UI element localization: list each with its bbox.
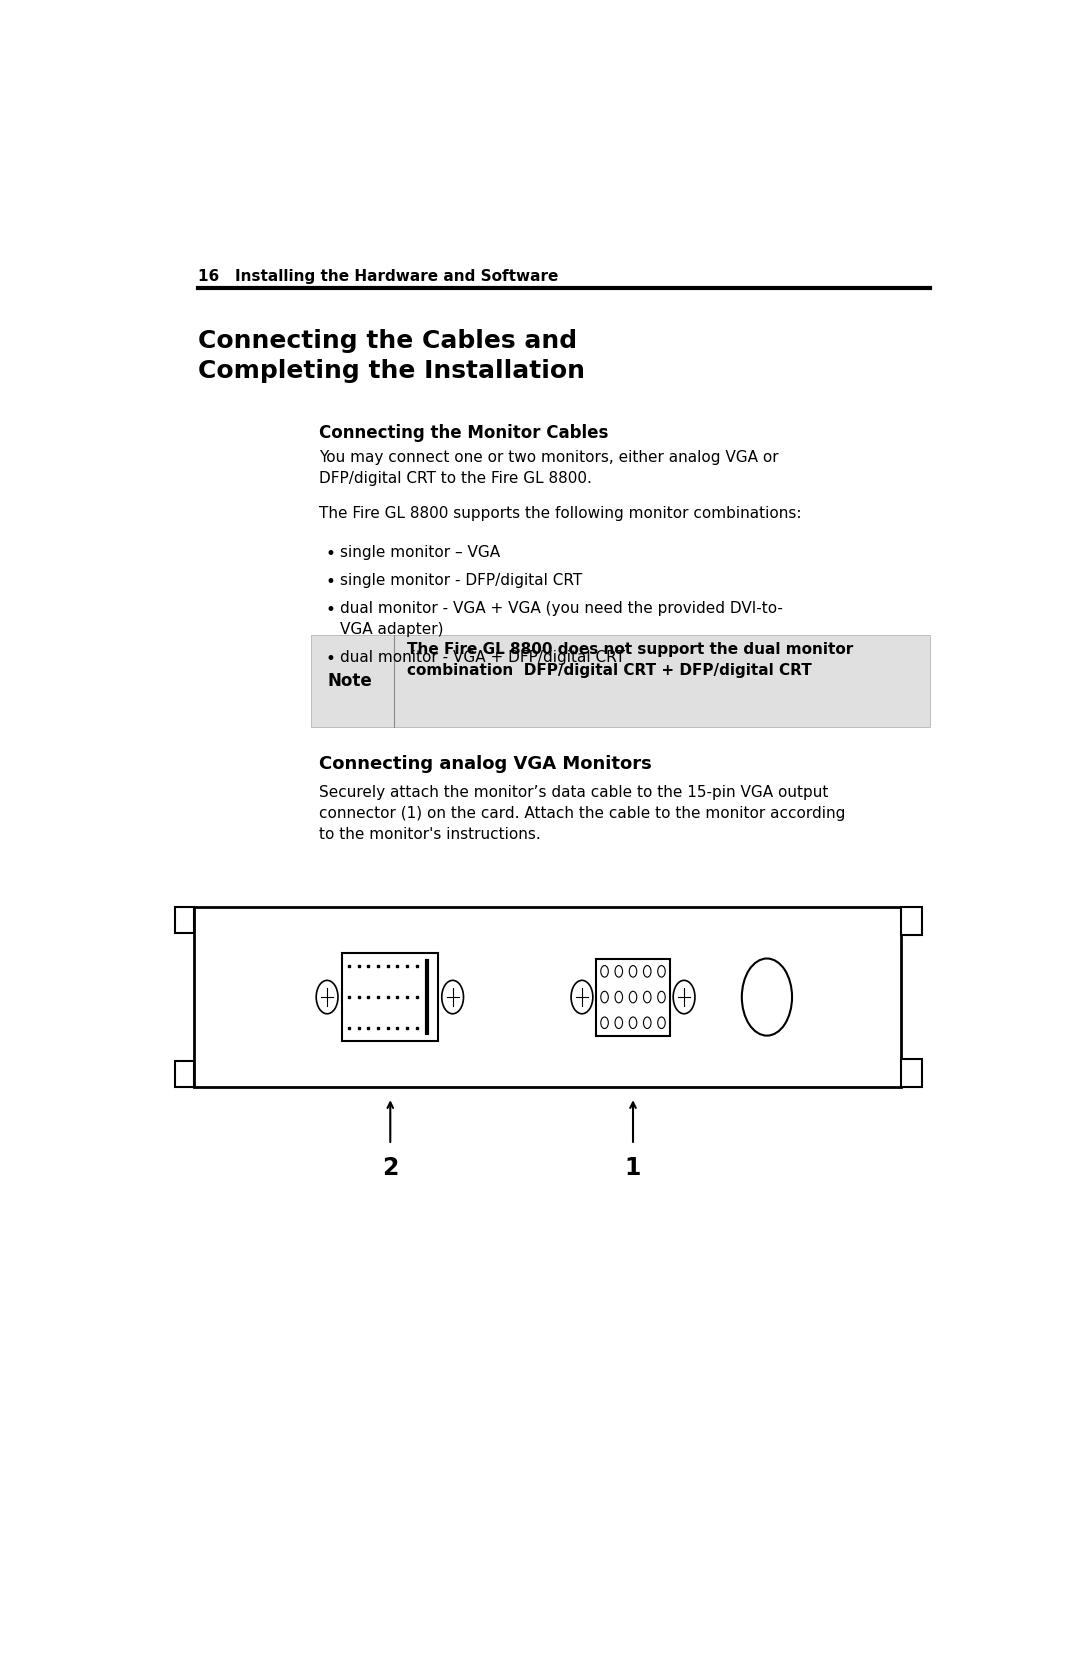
Text: 16   Installing the Hardware and Software: 16 Installing the Hardware and Software bbox=[198, 269, 558, 284]
Circle shape bbox=[630, 991, 637, 1003]
Circle shape bbox=[442, 980, 463, 1013]
Text: Connecting the Cables and
Completing the Installation: Connecting the Cables and Completing the… bbox=[198, 329, 584, 384]
Circle shape bbox=[658, 966, 665, 976]
Circle shape bbox=[600, 966, 608, 976]
Text: •: • bbox=[326, 649, 336, 668]
Circle shape bbox=[673, 980, 694, 1013]
Bar bbox=[175, 906, 193, 933]
Text: The Fire GL 8800 does not support the dual monitor
combination  DFP/digital CRT : The Fire GL 8800 does not support the du… bbox=[407, 643, 853, 678]
Circle shape bbox=[600, 991, 608, 1003]
Text: •: • bbox=[326, 544, 336, 562]
Text: The Fire GL 8800 supports the following monitor combinations:: The Fire GL 8800 supports the following … bbox=[320, 506, 801, 521]
Text: single monitor – VGA: single monitor – VGA bbox=[340, 544, 500, 559]
Circle shape bbox=[630, 1016, 637, 1028]
Text: 1: 1 bbox=[625, 1157, 642, 1180]
Circle shape bbox=[615, 991, 622, 1003]
Text: Securely attach the monitor’s data cable to the 15-pin VGA output
connector (1) : Securely attach the monitor’s data cable… bbox=[320, 784, 846, 843]
Bar bbox=[311, 634, 930, 728]
Circle shape bbox=[630, 966, 637, 976]
Circle shape bbox=[742, 958, 792, 1035]
Text: Note: Note bbox=[327, 673, 373, 689]
Circle shape bbox=[615, 966, 622, 976]
Bar bbox=[342, 953, 438, 1041]
Circle shape bbox=[316, 980, 338, 1013]
Circle shape bbox=[571, 980, 593, 1013]
Text: dual monitor - VGA + VGA (you need the provided DVI-to-
VGA adapter): dual monitor - VGA + VGA (you need the p… bbox=[340, 601, 783, 638]
Bar bbox=[596, 958, 670, 1035]
Text: 2: 2 bbox=[382, 1157, 399, 1180]
Text: •: • bbox=[326, 601, 336, 619]
Circle shape bbox=[658, 1016, 665, 1028]
Bar bbox=[193, 908, 901, 1087]
Circle shape bbox=[644, 1016, 651, 1028]
Circle shape bbox=[658, 991, 665, 1003]
Circle shape bbox=[644, 991, 651, 1003]
Bar bbox=[901, 1058, 922, 1087]
Circle shape bbox=[600, 1016, 608, 1028]
Text: •: • bbox=[326, 572, 336, 591]
Text: Connecting the Monitor Cables: Connecting the Monitor Cables bbox=[320, 424, 608, 442]
Text: Connecting analog VGA Monitors: Connecting analog VGA Monitors bbox=[320, 756, 652, 773]
Circle shape bbox=[644, 966, 651, 976]
Bar bbox=[175, 1061, 193, 1087]
Text: single monitor - DFP/digital CRT: single monitor - DFP/digital CRT bbox=[340, 572, 582, 587]
Bar bbox=[901, 906, 922, 935]
Text: You may connect one or two monitors, either analog VGA or
DFP/digital CRT to the: You may connect one or two monitors, eit… bbox=[320, 449, 779, 486]
Text: dual monitor - VGA + DFP/digital CRT: dual monitor - VGA + DFP/digital CRT bbox=[340, 649, 625, 664]
Circle shape bbox=[615, 1016, 622, 1028]
